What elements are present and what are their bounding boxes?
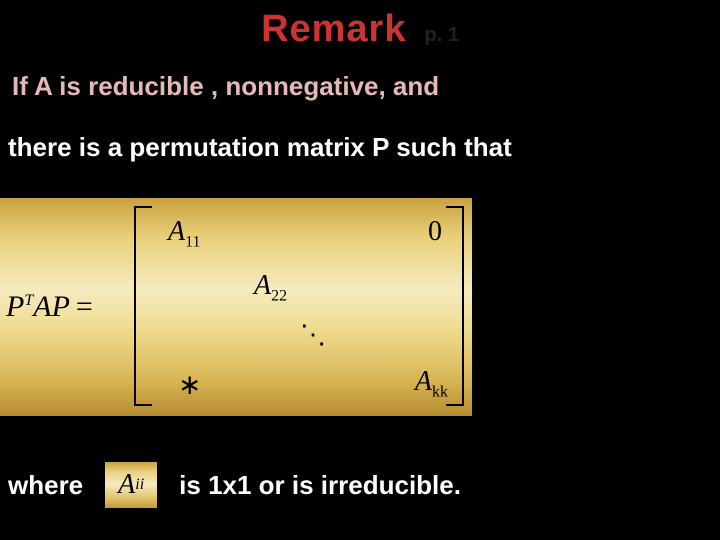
lhs-P2: P [52,290,70,323]
a22-sub: 22 [271,288,287,305]
matrix-star: ∗ [178,368,201,402]
remark-title: Remark [261,8,406,51]
condition-line-1: If A is reducible , nonnegative, and [0,51,720,102]
bracket-right [446,206,464,406]
akk-A: A [415,366,432,397]
bracket-left [134,206,152,406]
matrix-a22: A22 [254,270,287,306]
page-number: p. 1 [424,24,458,47]
akk-sub: kk [432,384,448,401]
aii-A: A [118,469,135,501]
a11-sub: 11 [185,234,200,251]
a11-A: A [168,216,185,247]
matrix-zero: 0 [428,216,442,248]
where-label: where [8,470,83,501]
equals-sign: = [70,290,93,323]
lhs-T: T [24,292,33,309]
lhs-A: A [33,290,51,323]
aii-sub: ii [135,476,144,494]
condition-line-2: there is a permutation matrix P such tha… [0,102,720,163]
bottom-row: where Aii is 1x1 or is irreducible. [8,462,461,508]
irreducible-text: is 1x1 or is irreducible. [179,470,461,501]
a22-A: A [254,270,271,301]
aii-box: Aii [105,462,157,508]
matrix-equation-box: PTAP= A11 A22 0 ⋱ ∗ Akk [0,198,472,416]
matrix-akk: Akk [415,366,448,402]
matrix-a11: A11 [168,216,201,252]
lhs-P: P [6,290,24,323]
ptap-lhs: PTAP= [6,290,93,324]
matrix-ddots: ⋱ [300,320,326,350]
